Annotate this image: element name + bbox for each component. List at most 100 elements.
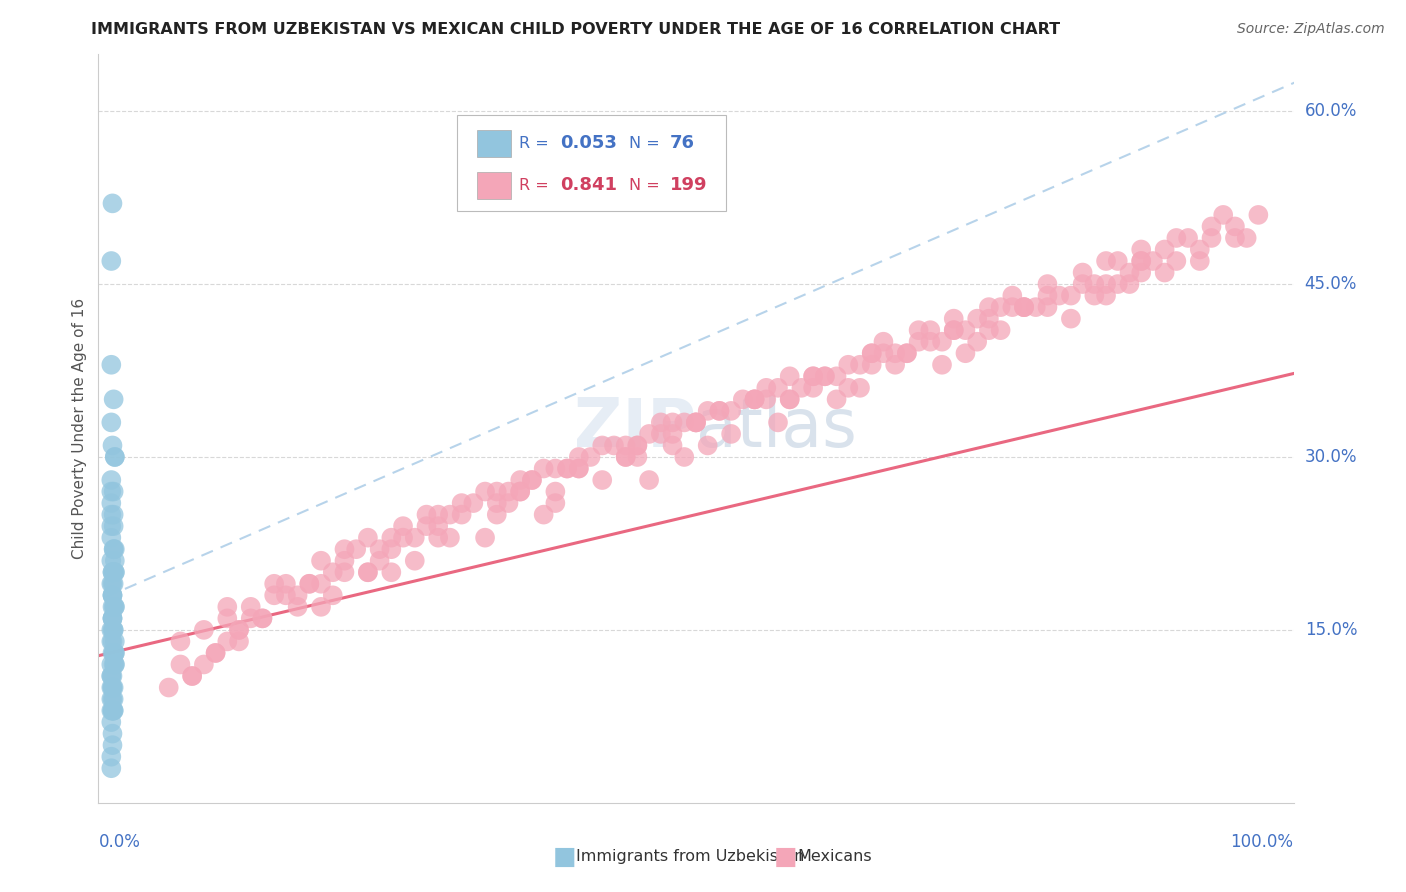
Point: [404, 531, 426, 545]
Point: [931, 334, 953, 349]
Point: [104, 566, 127, 580]
Point: [101, 704, 124, 718]
Point: [101, 704, 124, 718]
Point: [1130, 254, 1153, 268]
Point: [485, 508, 508, 522]
Point: [1047, 288, 1070, 302]
Point: [626, 450, 648, 464]
Text: R =: R =: [519, 136, 554, 151]
Point: [204, 646, 226, 660]
Point: [100, 496, 122, 510]
Text: ZIP: ZIP: [574, 395, 696, 461]
Point: [380, 531, 402, 545]
Point: [103, 692, 125, 706]
FancyBboxPatch shape: [477, 130, 510, 157]
Text: 76: 76: [669, 135, 695, 153]
Point: [568, 461, 591, 475]
Point: [509, 484, 531, 499]
Point: [228, 623, 250, 637]
Text: 0.0%: 0.0%: [98, 833, 141, 851]
Point: [544, 484, 567, 499]
Point: [100, 657, 122, 672]
Text: 0.053: 0.053: [560, 135, 617, 153]
Point: [849, 358, 872, 372]
Point: [169, 634, 191, 648]
Point: [1012, 300, 1035, 314]
Point: [427, 531, 450, 545]
Point: [591, 438, 613, 452]
Point: [955, 346, 977, 360]
Point: [357, 566, 380, 580]
Point: [100, 704, 122, 718]
Point: [673, 416, 696, 430]
Point: [228, 623, 250, 637]
Point: [520, 473, 543, 487]
Point: [568, 450, 591, 464]
Text: Mexicans: Mexicans: [797, 849, 872, 864]
Point: [533, 461, 555, 475]
Point: [942, 323, 965, 337]
Point: [1130, 243, 1153, 257]
Point: [1001, 288, 1024, 302]
Point: [579, 450, 602, 464]
Text: 100.0%: 100.0%: [1230, 833, 1294, 851]
Point: [101, 692, 124, 706]
Point: [720, 426, 742, 441]
Point: [100, 634, 122, 648]
Text: R =: R =: [519, 178, 554, 193]
Point: [1212, 208, 1234, 222]
Point: [1201, 231, 1223, 245]
Point: [101, 576, 124, 591]
Point: [103, 542, 125, 557]
Point: [103, 681, 125, 695]
Point: [169, 657, 191, 672]
Point: [101, 646, 124, 660]
Point: [614, 450, 637, 464]
Point: [1036, 277, 1059, 291]
Point: [357, 531, 380, 545]
Text: 199: 199: [669, 176, 707, 194]
Point: [1166, 231, 1188, 245]
Point: [287, 599, 309, 614]
Point: [837, 381, 859, 395]
Point: [1142, 254, 1164, 268]
Point: [779, 392, 801, 407]
Point: [1071, 277, 1094, 291]
Point: [650, 416, 672, 430]
Point: [520, 473, 543, 487]
Point: [103, 542, 125, 557]
Text: atlas: atlas: [696, 395, 856, 461]
Point: [101, 681, 124, 695]
Point: [977, 323, 1000, 337]
Point: [104, 450, 127, 464]
Point: [1153, 243, 1175, 257]
Point: [380, 566, 402, 580]
Point: [193, 623, 215, 637]
Y-axis label: Child Poverty Under the Age of 16: Child Poverty Under the Age of 16: [72, 298, 87, 558]
Point: [1153, 266, 1175, 280]
Point: [614, 450, 637, 464]
Point: [298, 576, 321, 591]
Point: [498, 496, 520, 510]
Point: [766, 381, 789, 395]
Text: 60.0%: 60.0%: [1305, 103, 1357, 120]
Point: [450, 508, 472, 522]
Point: [474, 531, 496, 545]
Point: [1060, 311, 1083, 326]
Point: [966, 311, 988, 326]
Point: [955, 323, 977, 337]
Point: [942, 311, 965, 326]
Point: [263, 588, 285, 602]
Point: [896, 346, 918, 360]
FancyBboxPatch shape: [477, 171, 510, 199]
Point: [309, 554, 332, 568]
Point: [100, 576, 122, 591]
Point: [977, 311, 1000, 326]
Point: [1130, 254, 1153, 268]
Point: [103, 519, 125, 533]
Point: [404, 554, 426, 568]
Point: [685, 416, 707, 430]
Point: [100, 692, 122, 706]
Point: [193, 657, 215, 672]
Point: [814, 369, 837, 384]
